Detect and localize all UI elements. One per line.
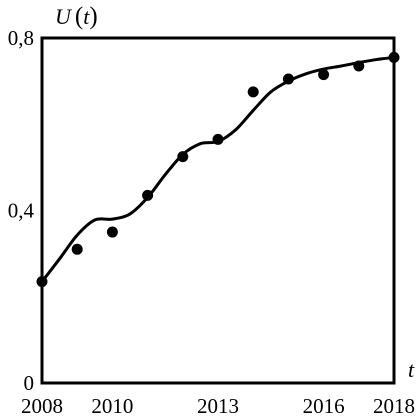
x-tick-labels: 2008 2010 2013 2016 2018	[21, 394, 415, 418]
data-point	[106, 226, 118, 238]
x-tick-label: 2018	[373, 394, 415, 418]
data-points	[36, 51, 400, 288]
data-point	[142, 189, 154, 201]
y-tick-label: 0,4	[8, 199, 35, 223]
y-axis-label-arg: t	[83, 4, 90, 29]
y-axis-label-close-paren: )	[89, 3, 97, 30]
data-point	[247, 86, 259, 98]
data-point	[36, 276, 48, 288]
y-tick-label: 0,8	[8, 26, 34, 50]
x-axis-label: t	[408, 357, 415, 382]
x-tick-label: 2008	[21, 394, 63, 418]
data-point	[388, 51, 400, 63]
data-point	[353, 60, 365, 72]
x-tick-label: 2016	[303, 394, 345, 418]
y-axis-label-open-paren: (	[75, 3, 83, 30]
plot-frame	[40, 36, 396, 385]
data-point	[282, 73, 294, 85]
y-axis-label: U (t)	[55, 3, 98, 30]
data-point	[212, 133, 224, 145]
data-point	[318, 69, 330, 81]
y-axis-label-func: U	[55, 4, 73, 29]
y-tick-labels: 0 0,4 0,8	[8, 26, 35, 395]
y-tick-label: 0	[24, 371, 35, 395]
data-point	[177, 151, 189, 163]
data-point	[71, 243, 83, 255]
x-tick-label: 2010	[91, 394, 133, 418]
fit-curve	[40, 55, 395, 283]
x-tick-label: 2013	[197, 394, 239, 418]
